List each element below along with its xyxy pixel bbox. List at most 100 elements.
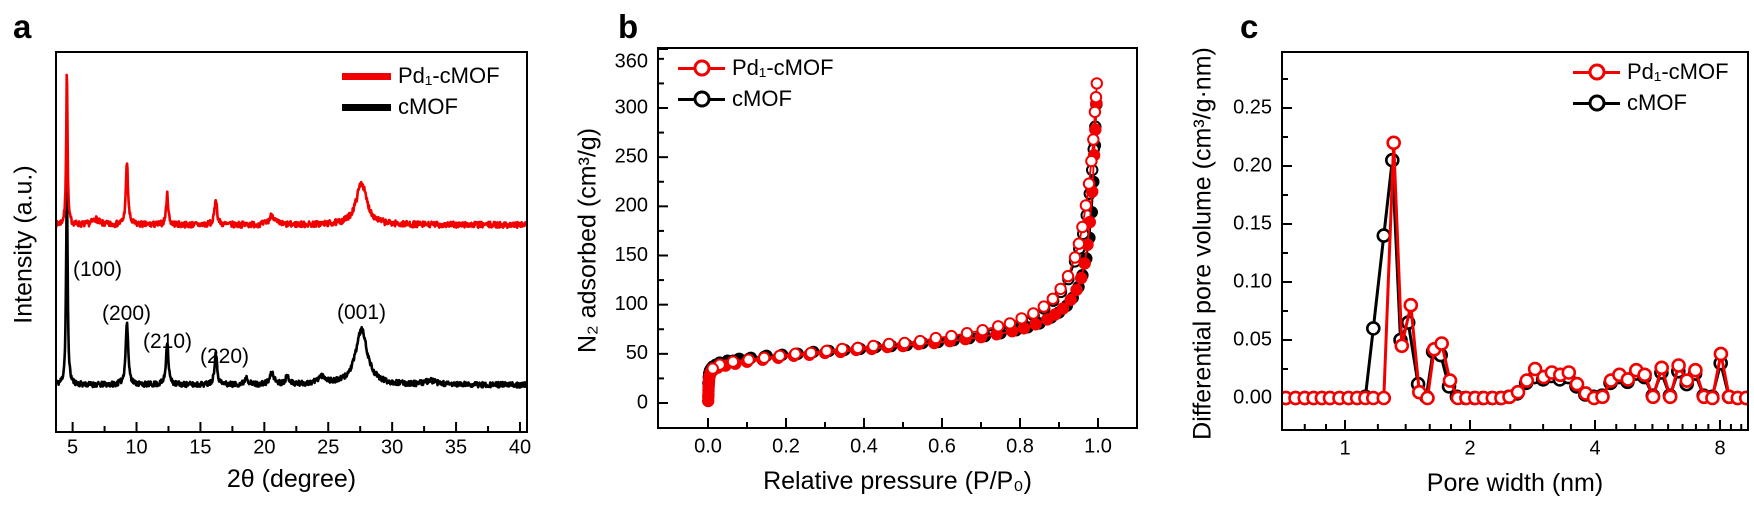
data-point-pd1_cmof-open bbox=[1037, 300, 1051, 313]
data-point-pd1_cmof-open bbox=[1713, 346, 1729, 362]
panel-c-legend: Pd₁-cMOF cMOF bbox=[1573, 60, 1729, 115]
data-point-pd1_cmof-open bbox=[851, 341, 864, 355]
data-point-pd1_cmof-open bbox=[960, 327, 974, 340]
data-point-pd1_cmof-open bbox=[929, 331, 942, 345]
panel-a-letter: a bbox=[13, 8, 32, 45]
panel-a-legend: Pd₁-cMOF cMOF bbox=[342, 64, 500, 119]
svg-text:30: 30 bbox=[381, 436, 403, 458]
svg-text:0.15: 0.15 bbox=[1233, 212, 1272, 234]
panel-c-plot: 1 2 4 8 0.00 0.05 0.10 0.15 0.20 0.25 bbox=[1233, 51, 1749, 459]
data-point-pd1_cmof-open bbox=[898, 336, 911, 350]
legend-label: cMOF bbox=[1627, 90, 1687, 115]
svg-text:0.2: 0.2 bbox=[772, 435, 800, 457]
svg-text:0.4: 0.4 bbox=[850, 435, 878, 457]
data-point-pd1_cmof-open bbox=[1046, 292, 1060, 305]
svg-text:0.8: 0.8 bbox=[1006, 435, 1034, 457]
data-point-pd1_cmof-filled bbox=[1056, 302, 1070, 315]
panel-c-y-axis-title: Differential pore volume (cm³/g·nm) bbox=[1188, 47, 1217, 440]
data-point-pd1_cmof-open bbox=[820, 344, 833, 358]
svg-text:20: 20 bbox=[253, 436, 275, 458]
svg-text:250: 250 bbox=[615, 145, 648, 167]
data-point-pd1_cmof-open bbox=[1089, 91, 1103, 104]
panel-c-letter: c bbox=[1240, 8, 1259, 45]
data-point-pd1_cmof-open bbox=[1561, 365, 1577, 380]
legend-item-cmof: cMOF bbox=[342, 95, 500, 119]
data-point-pd1_cmof-open bbox=[1054, 282, 1067, 296]
svg-text:1.0: 1.0 bbox=[1084, 435, 1112, 457]
data-point-pd1_cmof-open bbox=[1519, 373, 1535, 388]
peak-label-100: (100) bbox=[73, 258, 123, 281]
svg-text:2: 2 bbox=[1464, 437, 1475, 459]
data-point-pd1_cmof-open bbox=[914, 334, 927, 348]
panel-a-curves bbox=[57, 73, 526, 389]
svg-text:100: 100 bbox=[615, 293, 648, 315]
data-point-pd1_cmof-open bbox=[1082, 177, 1096, 190]
svg-text:4: 4 bbox=[1589, 437, 1600, 459]
pd1-cmof-line-marker-swatch bbox=[678, 59, 725, 77]
xrd-curve-cmof bbox=[57, 182, 526, 389]
legend-label: Pd₁-cMOF bbox=[1627, 59, 1729, 84]
data-point-pd1_cmof-open bbox=[992, 320, 1005, 333]
data-point-pd1_cmof-open bbox=[1090, 77, 1104, 90]
panel-b-letter: b bbox=[618, 8, 639, 45]
svg-text:5: 5 bbox=[67, 436, 78, 458]
data-point-pd1_cmof-open bbox=[1079, 199, 1093, 212]
svg-text:150: 150 bbox=[615, 244, 648, 266]
svg-text:15: 15 bbox=[189, 436, 211, 458]
peak-label-200: (200) bbox=[102, 302, 152, 325]
open-circle-marker-icon bbox=[693, 90, 710, 108]
open-circle-marker-icon bbox=[1588, 94, 1605, 112]
data-point-pd1_cmof-open bbox=[1027, 307, 1040, 320]
panel-a-plot: 5 10 15 20 25 30 35 40 bbox=[55, 51, 531, 458]
cmof-line-marker-swatch bbox=[1573, 94, 1620, 112]
data-point-pd1_cmof-open bbox=[1654, 360, 1669, 376]
legend-label: Pd₁-cMOF bbox=[398, 63, 500, 88]
data-point-pd1_cmof-open bbox=[1679, 373, 1695, 388]
panel-a-x-axis-title: 2θ (degree) bbox=[226, 465, 357, 493]
data-point-pd1_cmof-open bbox=[1510, 384, 1526, 400]
panel-b-y-axis-title: N₂ adsorbed (cm³/g) bbox=[573, 127, 602, 354]
legend-item-pd1-cmof: Pd₁-cMOF bbox=[342, 64, 500, 88]
svg-text:300: 300 bbox=[615, 96, 648, 118]
data-point-pd1_cmof-open bbox=[1386, 135, 1401, 151]
peak-label-210: (210) bbox=[143, 330, 193, 353]
open-circle-marker-icon bbox=[693, 59, 710, 77]
data-point-pd1_cmof-open bbox=[1662, 389, 1678, 405]
data-point-pd1_cmof-open bbox=[1569, 376, 1585, 392]
svg-text:0.25: 0.25 bbox=[1233, 96, 1272, 118]
panel-b-x-axis-title: Relative pressure (P/P₀) bbox=[763, 467, 1032, 495]
svg-text:0.20: 0.20 bbox=[1233, 154, 1272, 176]
data-point-pd1_cmof-open bbox=[1620, 372, 1636, 387]
data-point-pd1_cmof-filled bbox=[1070, 283, 1083, 297]
data-point-cmof-open bbox=[1376, 228, 1392, 243]
data-point-pd1_cmof-open bbox=[945, 329, 958, 343]
svg-text:8: 8 bbox=[1714, 437, 1725, 459]
data-point-pd1_cmof-open bbox=[1442, 373, 1458, 388]
panel-b-legend: Pd₁-cMOF cMOF bbox=[678, 56, 834, 111]
data-point-pd1_cmof-open bbox=[1076, 220, 1089, 234]
legend-item-pd1-cmof: Pd₁-cMOF bbox=[1573, 60, 1729, 84]
data-point-pd1_cmof-open bbox=[1085, 154, 1098, 168]
peak-label-220: (220) bbox=[200, 345, 250, 368]
data-point-pd1_cmof-open bbox=[1688, 362, 1703, 378]
legend-label: cMOF bbox=[398, 94, 458, 119]
data-point-pd1_cmof-open bbox=[1061, 270, 1075, 283]
panel-a-y-axis-title: Intensity (a.u.) bbox=[9, 165, 38, 324]
svg-text:200: 200 bbox=[615, 195, 648, 217]
panel-b-curves bbox=[702, 77, 1104, 408]
data-point-pd1_cmof-open bbox=[789, 347, 802, 360]
data-point-pd1_cmof-filled bbox=[1017, 322, 1031, 335]
data-point-pd1_cmof-open bbox=[1705, 390, 1720, 406]
pd1-cmof-line-marker-swatch bbox=[1573, 63, 1620, 81]
data-point-pd1_cmof-open bbox=[1527, 361, 1543, 377]
data-point-pd1_cmof-open bbox=[758, 351, 771, 364]
legend-item-cmof: cMOF bbox=[678, 87, 834, 111]
data-point-pd1_cmof-filled bbox=[1078, 257, 1091, 270]
svg-text:10: 10 bbox=[125, 436, 147, 458]
data-point-pd1_cmof-filled bbox=[1029, 318, 1042, 331]
legend-label: cMOF bbox=[732, 86, 792, 111]
data-point-pd1_cmof-open bbox=[804, 346, 818, 360]
data-point-pd1_cmof-open bbox=[726, 355, 740, 368]
legend-item-cmof: cMOF bbox=[1573, 91, 1729, 115]
